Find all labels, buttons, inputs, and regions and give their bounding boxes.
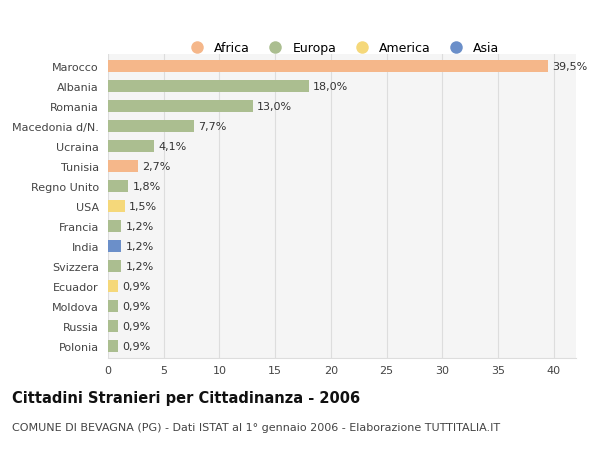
Text: COMUNE DI BEVAGNA (PG) - Dati ISTAT al 1° gennaio 2006 - Elaborazione TUTTITALIA: COMUNE DI BEVAGNA (PG) - Dati ISTAT al 1… <box>12 422 500 432</box>
Bar <box>108 300 118 313</box>
Text: 39,5%: 39,5% <box>553 62 588 72</box>
Text: 1,5%: 1,5% <box>129 202 157 212</box>
Text: 4,1%: 4,1% <box>158 142 187 152</box>
Text: 1,2%: 1,2% <box>126 241 154 252</box>
Text: 1,2%: 1,2% <box>126 222 154 231</box>
Bar <box>108 320 118 332</box>
Bar <box>108 140 154 153</box>
Text: 7,7%: 7,7% <box>198 122 227 132</box>
Text: 0,9%: 0,9% <box>122 341 151 351</box>
Text: 0,9%: 0,9% <box>122 301 151 311</box>
Text: 2,7%: 2,7% <box>143 162 171 172</box>
Bar <box>108 121 194 133</box>
Bar <box>108 220 121 233</box>
Bar <box>108 260 121 273</box>
Bar <box>108 101 253 113</box>
Bar <box>108 340 118 352</box>
Bar <box>108 81 308 93</box>
Bar <box>108 180 128 193</box>
Text: Cittadini Stranieri per Cittadinanza - 2006: Cittadini Stranieri per Cittadinanza - 2… <box>12 390 360 405</box>
Text: 13,0%: 13,0% <box>257 102 292 112</box>
Bar <box>108 240 121 252</box>
Text: 18,0%: 18,0% <box>313 82 348 92</box>
Text: 0,9%: 0,9% <box>122 281 151 291</box>
Text: 1,2%: 1,2% <box>126 261 154 271</box>
Bar <box>108 201 125 213</box>
Legend: Africa, Europa, America, Asia: Africa, Europa, America, Asia <box>179 37 505 60</box>
Bar <box>108 280 118 292</box>
Bar <box>108 161 138 173</box>
Text: 0,9%: 0,9% <box>122 321 151 331</box>
Text: 1,8%: 1,8% <box>133 182 161 191</box>
Bar <box>108 61 548 73</box>
